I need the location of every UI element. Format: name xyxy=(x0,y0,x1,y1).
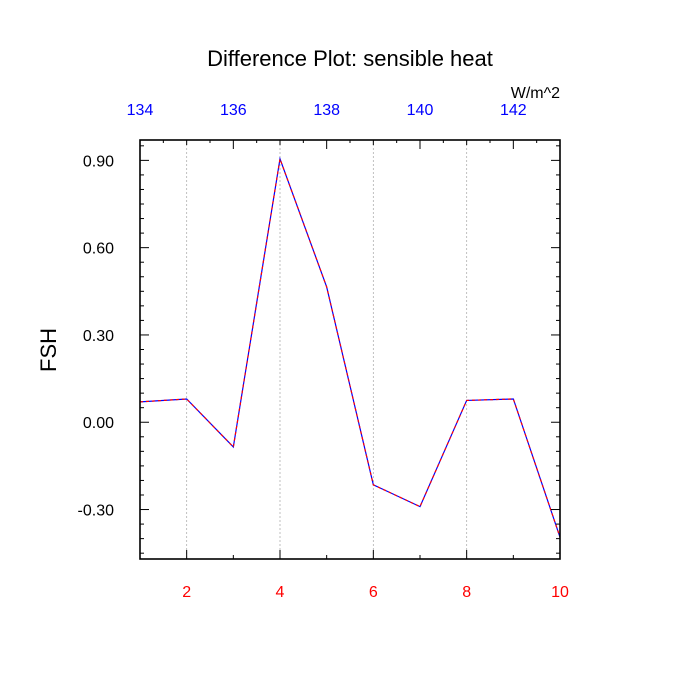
top-tick-label: 136 xyxy=(220,102,247,119)
series-line-dashed xyxy=(139,156,561,538)
tick-marks xyxy=(139,140,561,559)
y-tick-label: 0.00 xyxy=(83,415,114,432)
y-axis-label: FSH xyxy=(36,328,61,372)
y-tick-label: 0.90 xyxy=(83,153,114,170)
top-tick-label: 142 xyxy=(500,102,527,119)
chart-title: Difference Plot: sensible heat xyxy=(207,46,493,71)
top-tick-label: 138 xyxy=(313,102,340,119)
top-tick-label: 140 xyxy=(407,102,434,119)
x-tick-label: 2 xyxy=(182,584,191,601)
y-tick-label: -0.30 xyxy=(78,503,115,520)
x-gridlines xyxy=(186,140,468,559)
tick-labels: 2 4 6 8 10 134 136 138 140 142 -0.30 0.00 0.30 0.60 0.… xyxy=(78,102,569,601)
units-label: W/m^2 xyxy=(511,85,560,102)
y-tick-label: 0.30 xyxy=(83,328,114,345)
series-layer xyxy=(139,156,561,538)
x-tick-label: 8 xyxy=(462,584,471,601)
x-tick-label: 4 xyxy=(276,584,285,601)
series-line xyxy=(139,156,561,538)
y-tick-label: 0.60 xyxy=(83,241,114,258)
top-tick-label: 134 xyxy=(127,102,154,119)
x-tick-label: 6 xyxy=(369,584,378,601)
plot-frame xyxy=(139,139,561,560)
x-tick-label: 10 xyxy=(551,584,569,601)
